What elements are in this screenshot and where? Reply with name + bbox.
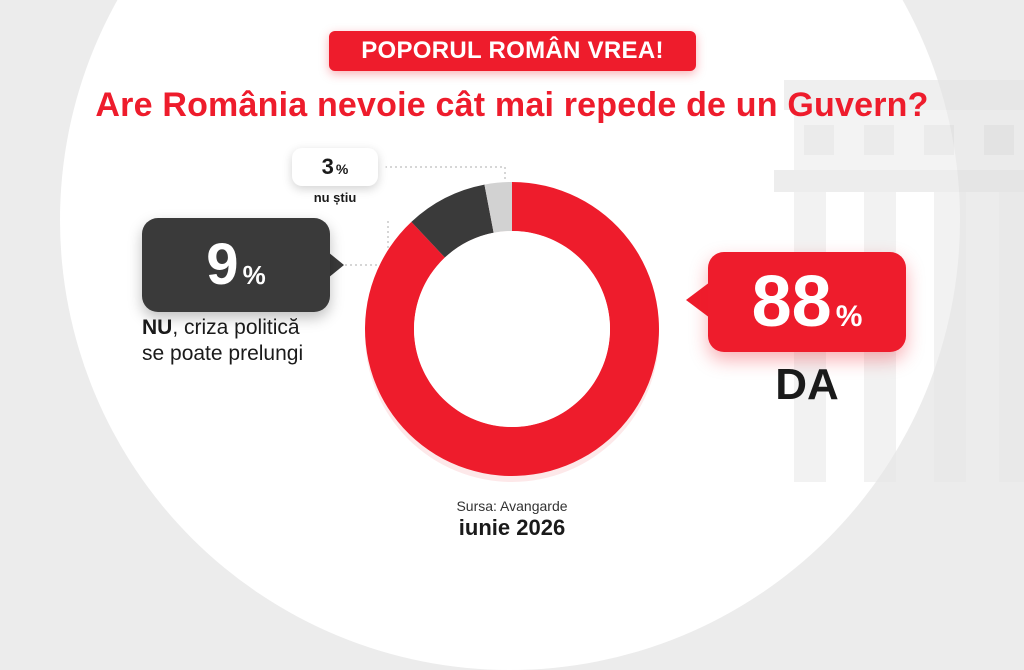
donut-segment-nu-știu	[484, 182, 512, 233]
da-unit: %	[835, 300, 863, 333]
nustiu-unit: %	[335, 161, 349, 177]
header-tag: POPORUL ROMÂN VREA!	[329, 31, 696, 71]
donut-hole	[414, 231, 610, 427]
nu-bubble: 9%	[142, 218, 330, 312]
nu-label-rest: , criza politică	[172, 316, 300, 339]
date-text: iunie 2026	[458, 515, 566, 540]
nustiu-bubble: 3%	[292, 148, 378, 186]
leader-lines	[330, 166, 506, 266]
nu-label-line2: se poate prelungi	[142, 342, 304, 365]
ns-bubble-tail	[376, 158, 386, 176]
nu-value: 9	[206, 232, 239, 297]
donut-segment-da	[365, 182, 660, 477]
headline: Are România nevoie cât mai repede de un …	[95, 86, 929, 124]
nu-label-bold: NU	[142, 316, 173, 339]
da-bubble-tail	[686, 282, 710, 318]
nu-bubble-tail	[328, 252, 344, 278]
donut-segment-nu	[411, 184, 494, 258]
nustiu-label: nu știu	[313, 190, 357, 205]
da-value: 88	[751, 262, 832, 342]
nu-label: NU, criza politică se poate prelungi	[142, 315, 362, 367]
donut-chart	[328, 158, 710, 482]
da-bubble: 88%	[708, 252, 906, 352]
donut-segments	[365, 182, 660, 482]
source-text: Sursa: Avangarde	[456, 498, 568, 514]
nustiu-value: 3	[321, 154, 334, 179]
da-label: DA	[775, 360, 839, 409]
nu-unit: %	[242, 260, 266, 290]
